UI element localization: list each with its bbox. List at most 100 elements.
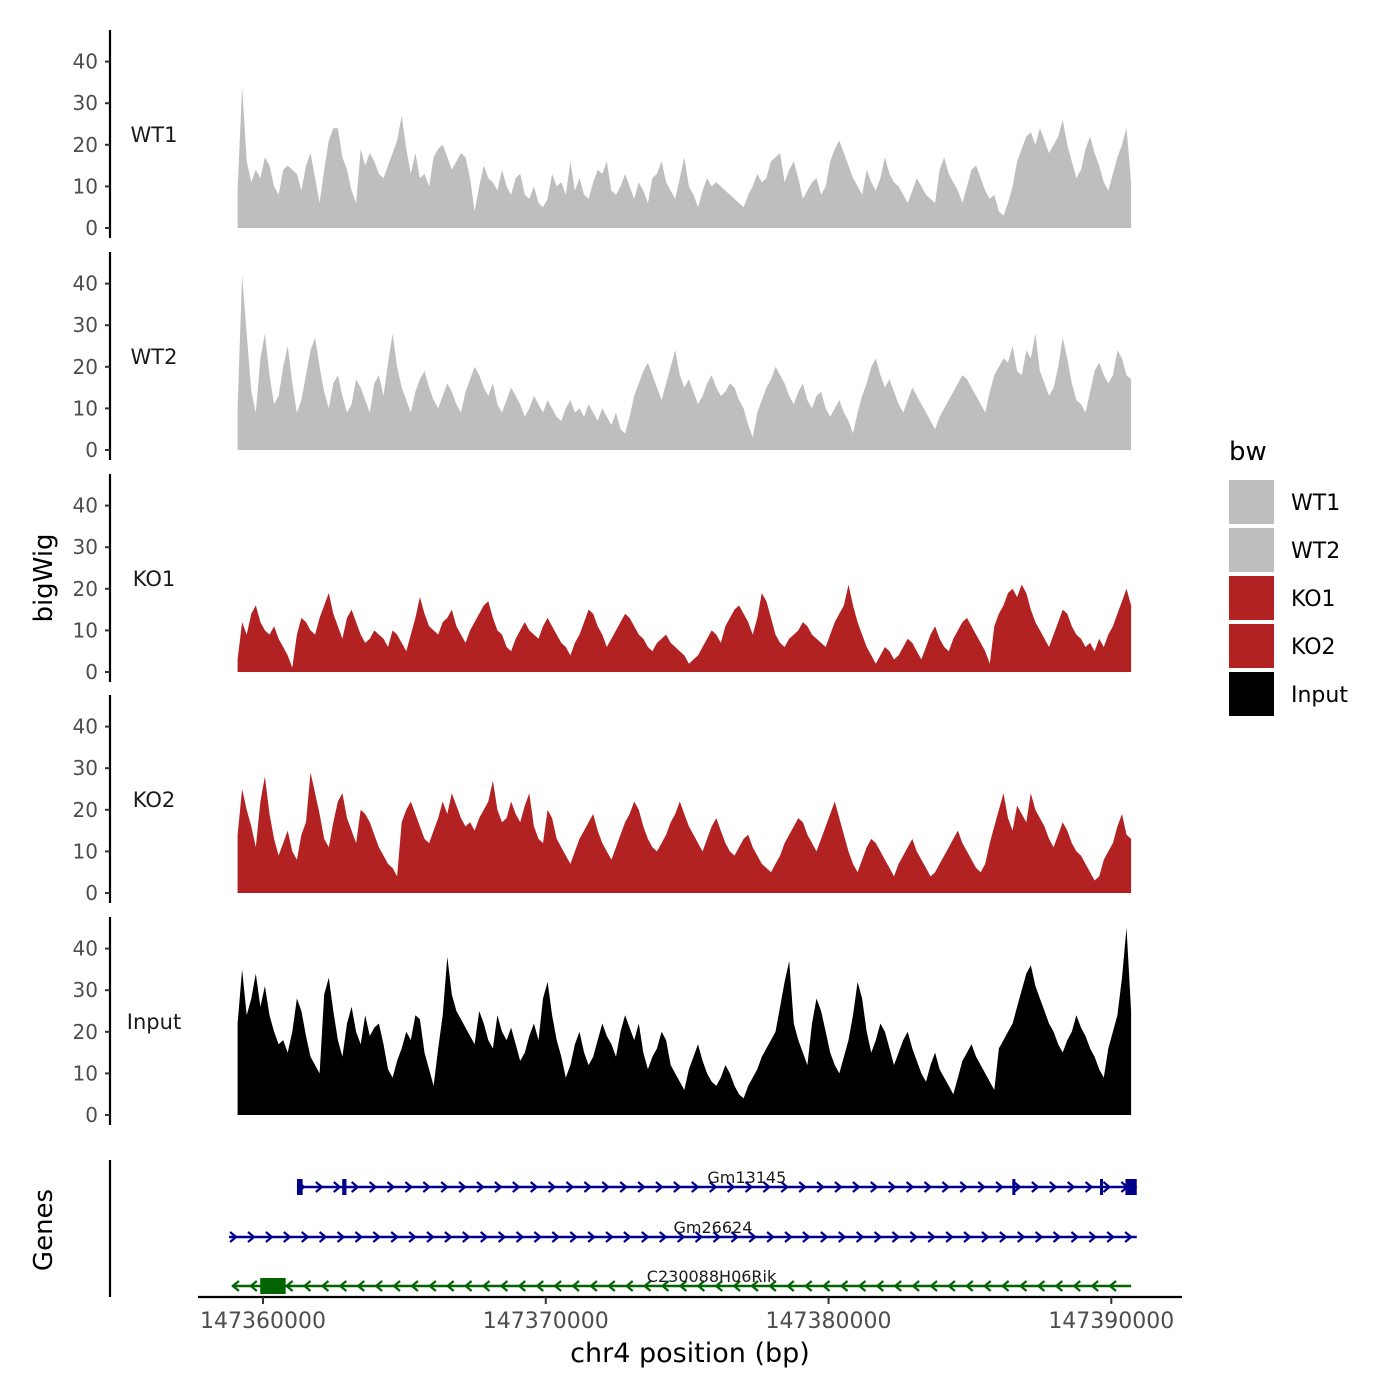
strand-arrow: [529, 1181, 539, 1193]
strand-arrow: [428, 1280, 437, 1292]
strand-arrow: [945, 1231, 954, 1243]
coverage-area: [237, 772, 1132, 893]
strand-arrow: [821, 1280, 831, 1292]
strand-arrow: [1124, 1231, 1133, 1243]
strand-arrow: [587, 1231, 596, 1243]
y-tick-label: 20: [73, 1020, 98, 1044]
strand-arrow: [804, 1280, 813, 1292]
strand-arrow: [959, 1181, 968, 1193]
strand-arrow: [802, 1231, 811, 1243]
track-wt1: 0 10 20 30 40 WT1: [73, 30, 1132, 240]
strand-arrow: [744, 1181, 754, 1193]
legend-swatch: [1229, 576, 1274, 620]
strand-arrow: [655, 1181, 664, 1193]
track-label: KO2: [133, 788, 176, 812]
coverage-area: [237, 86, 1132, 228]
legend-title: bw: [1229, 437, 1267, 467]
legend-label: WT1: [1291, 491, 1340, 516]
strand-arrow: [927, 1231, 936, 1243]
strand-arrow: [660, 1280, 670, 1292]
strand-arrow: [1070, 1231, 1080, 1243]
strand-arrow: [1000, 1280, 1010, 1292]
strand-arrow: [1090, 1280, 1099, 1292]
exon: [296, 1179, 303, 1195]
strand-arrow: [446, 1280, 455, 1292]
strand-arrow: [909, 1231, 919, 1243]
exon: [342, 1179, 347, 1195]
strand-arrow: [768, 1280, 777, 1292]
strand-arrow: [730, 1231, 740, 1243]
y-tick-label: 30: [73, 756, 98, 780]
strand-arrow: [983, 1280, 992, 1292]
strand-arrow: [517, 1280, 527, 1292]
y-tick-label: 10: [73, 1061, 98, 1085]
x-tick-label: 147390000: [1048, 1309, 1174, 1334]
strand-arrow: [547, 1181, 557, 1193]
strand-arrow: [551, 1231, 561, 1243]
strand-arrow: [336, 1231, 346, 1243]
gene-gm13145: Gm13145: [296, 1168, 1137, 1195]
gene-gm26624: Gm26624: [229, 1218, 1137, 1243]
x-axis: 147360000 147370000 147380000 147390000: [198, 1295, 1182, 1334]
strand-arrow: [726, 1181, 736, 1193]
strand-arrow: [1072, 1280, 1081, 1292]
strand-arrow: [605, 1231, 614, 1243]
strand-arrow: [887, 1181, 897, 1193]
legend-item-wt2: WT2: [1229, 528, 1340, 572]
strand-arrow: [965, 1280, 974, 1292]
strand-arrow: [229, 1231, 238, 1243]
strand-arrow: [1084, 1181, 1094, 1193]
y-tick-label: 10: [73, 839, 98, 863]
strand-arrow: [947, 1280, 956, 1292]
legend-label: Input: [1291, 683, 1348, 708]
exon: [1012, 1179, 1016, 1195]
strand-arrow: [1013, 1181, 1022, 1193]
strand-arrow: [265, 1231, 274, 1243]
strand-arrow: [923, 1181, 933, 1193]
strand-arrow: [1049, 1181, 1058, 1193]
strand-arrow: [981, 1231, 990, 1243]
strand-arrow: [798, 1181, 807, 1193]
strand-arrow: [1031, 1181, 1040, 1193]
strand-arrow: [440, 1181, 449, 1193]
y-tick-label: 40: [73, 937, 98, 961]
strand-arrow: [1054, 1280, 1064, 1292]
y-tick-label: 30: [73, 978, 98, 1002]
strand-arrow: [619, 1181, 628, 1193]
y-tick-label: 0: [85, 660, 98, 684]
strand-arrow: [479, 1231, 489, 1243]
gene-c230088h06rik: C230088H06Rik: [231, 1267, 1132, 1294]
strand-arrow: [658, 1231, 668, 1243]
strand-arrow: [816, 1181, 825, 1193]
strand-arrow: [494, 1181, 503, 1193]
strand-arrow: [834, 1181, 843, 1193]
strand-arrow: [1018, 1280, 1028, 1292]
legend-label: WT2: [1291, 539, 1340, 564]
strand-arrow: [231, 1280, 240, 1292]
y-tick-label: 10: [73, 618, 98, 642]
y-tick-label: 20: [73, 798, 98, 822]
legend-label: KO2: [1291, 635, 1336, 660]
y-tick-label: 0: [85, 1103, 98, 1127]
y-tick-label: 0: [85, 438, 98, 462]
strand-arrow: [1034, 1231, 1044, 1243]
strand-arrow: [463, 1280, 473, 1292]
strand-arrow: [691, 1181, 700, 1193]
strand-arrow: [750, 1280, 759, 1292]
strand-arrow: [784, 1231, 793, 1243]
y-tick-label: 10: [73, 396, 98, 420]
y-tick-label: 40: [73, 494, 98, 518]
strand-arrow: [891, 1231, 901, 1243]
track-ko1: 0 10 20 30 40 KO1: [73, 474, 1132, 684]
legend-item-ko2: KO2: [1229, 624, 1336, 668]
strand-arrow: [607, 1280, 616, 1292]
strand-arrow: [333, 1181, 342, 1193]
y-tick-label: 30: [73, 535, 98, 559]
y-tick-label: 30: [73, 313, 98, 337]
gene-label: C230088H06Rik: [647, 1267, 777, 1286]
strand-arrow: [497, 1231, 507, 1243]
y-tick-label: 40: [73, 272, 98, 296]
strand-arrow: [977, 1181, 986, 1193]
strand-arrow: [748, 1231, 757, 1243]
strand-arrow: [625, 1280, 634, 1292]
